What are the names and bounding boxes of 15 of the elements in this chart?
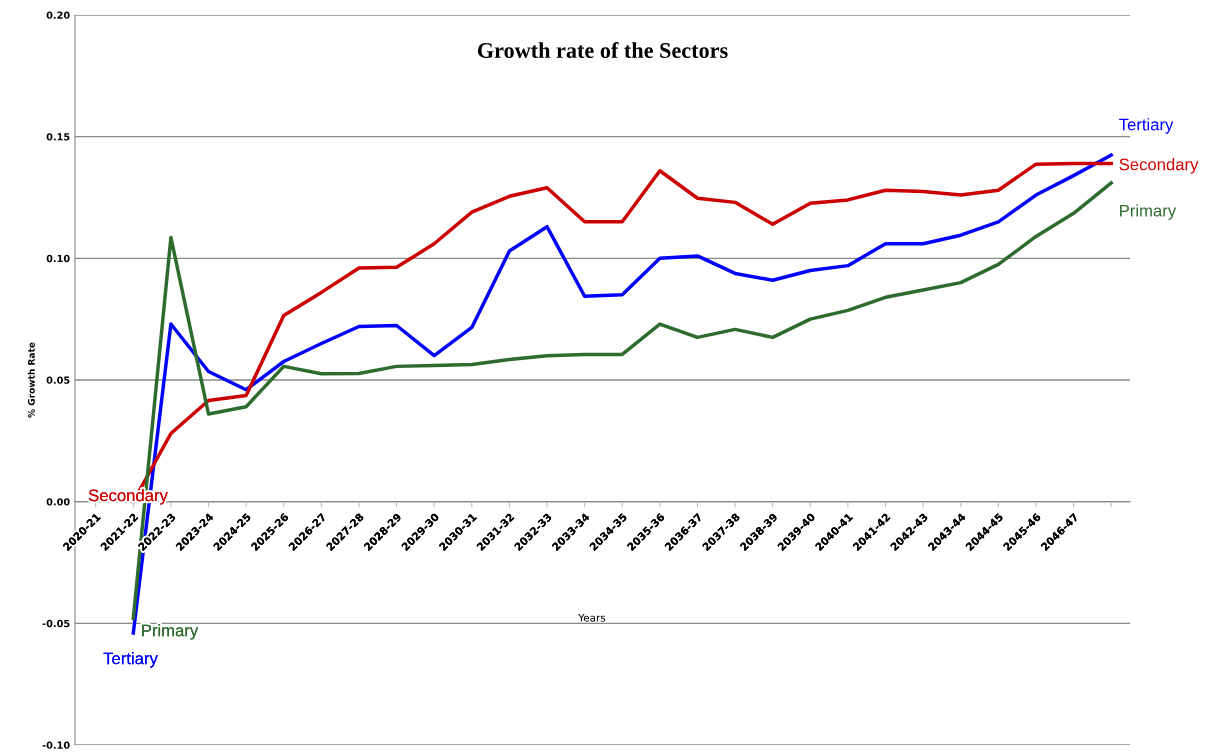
series-label: Tertiary xyxy=(1119,118,1174,134)
text: Secondary xyxy=(1119,158,1199,174)
text: Primary xyxy=(1120,204,1177,220)
y-tick-label: 0.00 xyxy=(46,498,70,506)
y-axis-title: % Growth Rate xyxy=(27,342,35,418)
text: Tertiary xyxy=(103,652,158,668)
series-label: Primary xyxy=(142,624,199,640)
y-tick-label: 0.20 xyxy=(46,11,70,19)
y-tick-label: -0.10 xyxy=(42,741,70,749)
x-axis-title: Years xyxy=(578,613,606,622)
y-tick-label: 0.15 xyxy=(46,133,70,141)
y-tick-label: -0.05 xyxy=(42,619,70,628)
y-tick-label: 0.10 xyxy=(46,254,70,263)
y-tick-label: 0.05 xyxy=(46,376,70,384)
text: Growth rate of the Sectors xyxy=(477,42,728,58)
